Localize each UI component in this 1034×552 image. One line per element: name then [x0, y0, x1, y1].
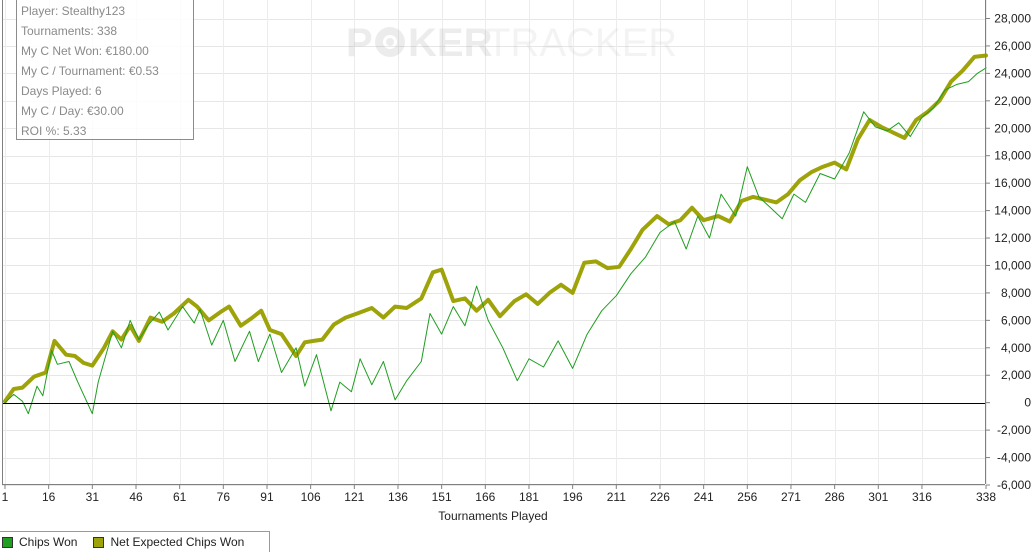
x-tick-label-22: 338 [976, 490, 996, 504]
x-tick-label-1: 16 [42, 490, 56, 504]
x-tick-label-10: 151 [432, 490, 452, 504]
watermark-word-ker: KER [408, 21, 493, 65]
legend-label-net-expected: Net Expected Chips Won [110, 535, 245, 549]
x-tick-label-5: 76 [217, 490, 231, 504]
chart-legend: Chips Won Net Expected Chips Won [0, 531, 270, 552]
y-tick-label-1: -4,000 [997, 451, 1031, 465]
stat-per-day: My C / Day: €30.00 [21, 104, 124, 118]
series-line-chips-won [4, 67, 987, 415]
stat-net-won: My C Net Won: €180.00 [21, 44, 149, 58]
stat-roi: ROI %: 5.33 [21, 124, 87, 138]
stat-tournaments: Tournaments: 338 [21, 24, 118, 38]
x-tick-label-12: 181 [519, 490, 539, 504]
y-tick-label-6: 6,000 [1001, 313, 1031, 327]
x-tick-label-2: 31 [86, 490, 100, 504]
x-tick-label-13: 196 [563, 490, 583, 504]
x-tick-label-18: 271 [781, 490, 801, 504]
y-tick-label-8: 10,000 [994, 258, 1031, 272]
y-tick-label-13: 20,000 [994, 121, 1031, 135]
y-tick-label-16: 26,000 [994, 39, 1031, 53]
series-lines [3, 53, 988, 415]
y-tick-label-10: 14,000 [994, 204, 1031, 218]
x-tick-label-0: 1 [2, 490, 9, 504]
poker-chip-icon [375, 27, 405, 57]
x-tick-label-15: 226 [650, 490, 670, 504]
x-tick-label-19: 286 [825, 490, 845, 504]
y-tick-label-9: 12,000 [994, 231, 1031, 245]
y-tick-label-0: -6,000 [997, 478, 1031, 492]
y-tick-label-14: 22,000 [994, 94, 1031, 108]
watermark: P KER TRACKER [346, 21, 677, 65]
legend-swatch-net-expected [93, 536, 105, 548]
y-axis-ticks: -6,000 -4,000 -2,000 0 2,000 4,000 6,000 8,000 1… [986, 12, 1031, 492]
y-tick-label-11: 16,000 [994, 176, 1031, 190]
y-tick-label-3: 0 [1024, 396, 1031, 410]
x-tick-label-9: 136 [388, 490, 408, 504]
legend-item-chips-won[interactable]: Chips Won [2, 535, 77, 549]
x-tick-label-17: 256 [737, 490, 757, 504]
x-axis-label: Tournaments Played [438, 509, 547, 523]
x-tick-label-16: 241 [694, 490, 714, 504]
x-tick-label-7: 106 [301, 490, 321, 504]
x-tick-label-3: 46 [129, 490, 143, 504]
x-tick-label-14: 211 [607, 490, 626, 504]
y-tick-label-15: 24,000 [994, 66, 1031, 80]
stat-per-tournament: My C / Tournament: €0.53 [21, 64, 159, 78]
x-tick-label-11: 166 [475, 490, 495, 504]
x-tick-label-21: 316 [912, 490, 932, 504]
watermark-word-tracker: TRACKER [486, 21, 677, 65]
stat-player: Player: Stealthy123 [21, 4, 126, 18]
y-tick-label-5: 4,000 [1001, 341, 1031, 355]
legend-swatch-chips-won [2, 536, 13, 548]
y-tick-label-4: 2,000 [1001, 368, 1031, 382]
y-tick-label-2: -2,000 [997, 423, 1031, 437]
legend-item-net-expected[interactable]: Net Expected Chips Won [93, 535, 244, 549]
x-tick-label-4: 61 [173, 490, 187, 504]
y-tick-label-17: 28,000 [994, 12, 1031, 26]
x-tick-label-6: 91 [260, 490, 274, 504]
watermark-letter-p: P [346, 21, 373, 65]
legend-label-chips-won: Chips Won [19, 535, 78, 549]
x-axis-ticks: 1 16 31 46 61 76 91 106 121 136 151 166 181 196 211 226… [2, 485, 996, 504]
stat-days-played: Days Played: 6 [21, 84, 102, 98]
y-tick-label-7: 8,000 [1001, 286, 1031, 300]
x-tick-label-8: 121 [344, 490, 364, 504]
player-stats-box: Player: Stealthy123 Tournaments: 338 My … [16, 0, 194, 140]
x-tick-label-20: 301 [868, 490, 888, 504]
y-tick-label-12: 18,000 [994, 149, 1031, 163]
